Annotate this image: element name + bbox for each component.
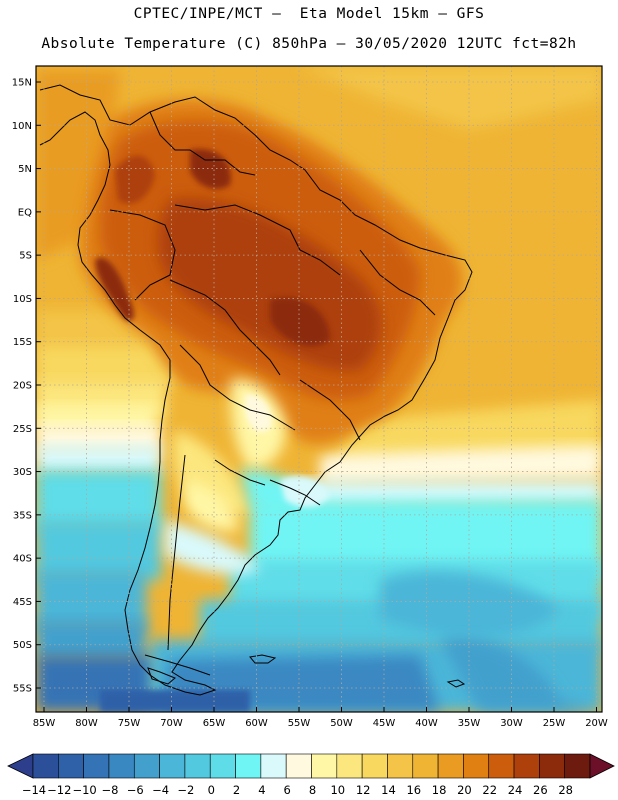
colorbar-tick-label: 8 xyxy=(309,783,316,797)
colorbar-tick-label: −8 xyxy=(101,783,118,797)
colorbar-cell xyxy=(58,753,84,779)
lat-label: 5N xyxy=(18,164,32,175)
colorbar-cell xyxy=(285,753,312,779)
lat-label: 30S xyxy=(13,467,32,478)
colorbar-tick-label: −12 xyxy=(47,783,71,797)
colorbar-tick-label: 16 xyxy=(406,783,421,797)
colorbar-tick-label: −14 xyxy=(22,783,46,797)
colorbar-cell xyxy=(488,753,515,779)
lat-label: 10N xyxy=(12,121,32,132)
lat-label: 45S xyxy=(13,597,32,608)
colorbar: −14 −12 −10 −8 −6 −4 −2 0 2 4 6 8 10 12 14 16 18 20 22 24 26… xyxy=(7,753,615,797)
colorbar-tick-label: 14 xyxy=(381,783,396,797)
colorbar-cell xyxy=(108,753,135,779)
colorbar-tick-label: −6 xyxy=(127,783,144,797)
islands xyxy=(147,654,466,688)
colorbar-tick-label: 18 xyxy=(432,783,447,797)
colorbar-tick-label: 12 xyxy=(356,783,371,797)
colorbar-tick-label: 6 xyxy=(284,783,291,797)
colorbar-cell xyxy=(336,753,363,779)
colorbar-cell xyxy=(564,753,591,779)
lat-label: 15S xyxy=(13,337,32,348)
colorbar-tick-label: 10 xyxy=(330,783,345,797)
colorbar-cell xyxy=(209,753,236,779)
lat-label: 5S xyxy=(19,251,32,262)
colorbar-cell xyxy=(159,753,186,779)
colorbar-tick-label: −10 xyxy=(72,783,96,797)
colorbar-tick-label: −4 xyxy=(152,783,169,797)
lon-label: 30W xyxy=(500,718,523,729)
map-border xyxy=(35,65,603,713)
temperature-field xyxy=(36,66,602,712)
longitude-labels: 85W 80W 75W 70W 65W 60W 55W 50W 45W 40W 35W 30W 25W 2… xyxy=(33,707,608,729)
colorbar-cell xyxy=(83,753,110,779)
lon-label: 45W xyxy=(373,718,396,729)
colorbar-cell xyxy=(361,753,388,779)
lat-label: 55S xyxy=(13,684,32,695)
colorbar-cell xyxy=(260,753,287,779)
colorbar-tick-label: 28 xyxy=(558,783,573,797)
lon-label: 50W xyxy=(330,718,353,729)
title-line-1: CPTEC/INPE/MCT – Eta Model 15km – GFS xyxy=(133,6,485,22)
colorbar-tick-label: 4 xyxy=(258,783,265,797)
colorbar-low-arrow xyxy=(7,753,34,779)
colorbar-cell xyxy=(412,753,439,779)
lon-label: 55W xyxy=(288,718,311,729)
lat-label: EQ xyxy=(18,207,32,218)
colorbar-cell xyxy=(311,753,338,779)
lat-label: 35S xyxy=(13,510,32,521)
lon-label: 25W xyxy=(543,718,566,729)
latitude-labels: 15N 10N 5N EQ 5S 10S 15S 20S 25S 30S 35S 40S 45S 50S 5… xyxy=(12,78,41,695)
colorbar-cell xyxy=(184,753,211,779)
lon-label: 35W xyxy=(458,718,481,729)
colorbar-high-arrow xyxy=(589,753,615,779)
colorbar-tick-label: 0 xyxy=(208,783,215,797)
lon-label: 65W xyxy=(203,718,226,729)
lat-label: 15N xyxy=(12,78,32,89)
lon-label: 80W xyxy=(75,718,98,729)
colorbar-tick-label: −2 xyxy=(177,783,194,797)
lon-label: 85W xyxy=(33,718,56,729)
colorbar-tick-label: 22 xyxy=(482,783,497,797)
colorbar-cell xyxy=(133,753,160,779)
lon-label: 60W xyxy=(245,718,268,729)
colorbar-cell xyxy=(539,753,565,779)
colorbar-cell xyxy=(437,753,464,779)
colorbar-cell xyxy=(463,753,490,779)
lon-label: 70W xyxy=(160,718,183,729)
colorbar-tick-label: 26 xyxy=(533,783,548,797)
title-line-2: Absolute Temperature (C) 850hPa – 30/05/… xyxy=(41,36,577,52)
colorbar-cell xyxy=(387,753,414,779)
colorbar-tick-label: 20 xyxy=(457,783,472,797)
lat-label: 25S xyxy=(13,424,32,435)
lat-label: 20S xyxy=(13,381,32,392)
lon-label: 20W xyxy=(585,718,608,729)
lon-label: 40W xyxy=(415,718,438,729)
colorbar-tick-label: 2 xyxy=(233,783,240,797)
colorbar-cell xyxy=(513,753,540,779)
lat-label: 50S xyxy=(13,640,32,651)
colorbar-cell xyxy=(235,753,262,779)
colorbar-cell xyxy=(32,753,59,779)
lat-label: 10S xyxy=(13,294,32,305)
lat-label: 40S xyxy=(13,554,32,565)
colorbar-tick-label: 24 xyxy=(508,783,523,797)
coastlines xyxy=(39,84,473,696)
lon-label: 75W xyxy=(118,718,141,729)
